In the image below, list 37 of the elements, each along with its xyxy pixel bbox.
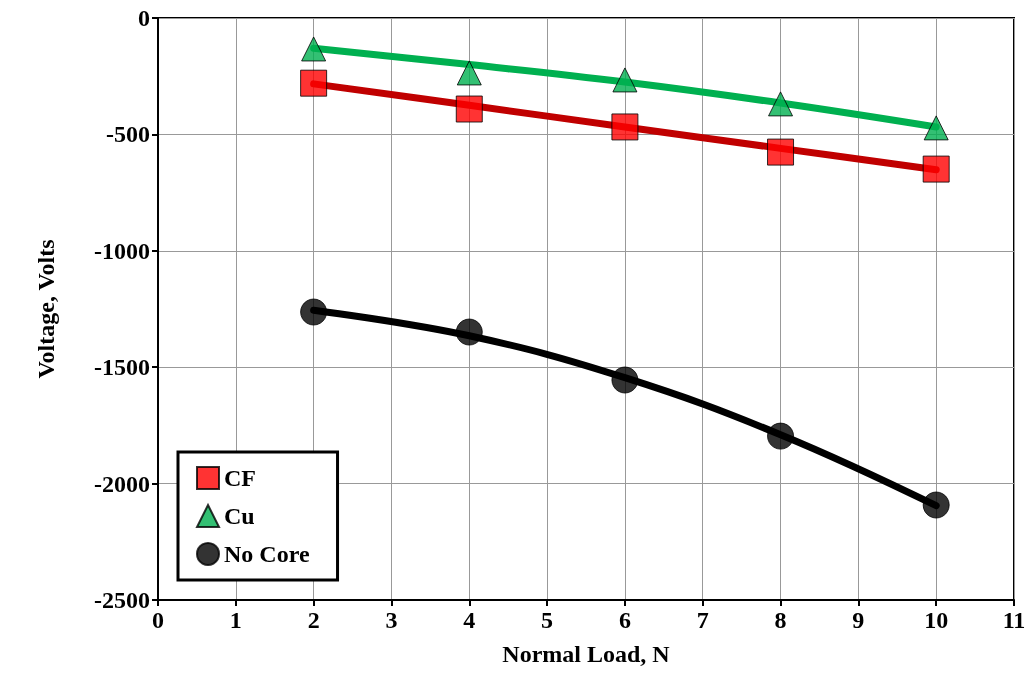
x-tick-label: 4 [463, 607, 476, 633]
point [923, 115, 949, 141]
x-tick-label: 5 [541, 607, 554, 633]
y-tick-label: -500 [106, 121, 150, 148]
legend-label: CF [224, 465, 256, 491]
x-tick-label: 3 [385, 607, 398, 633]
point [611, 366, 639, 394]
x-tick-label: 1 [229, 607, 242, 633]
x-tick-label: 10 [924, 607, 949, 633]
x-tick-label: 9 [852, 607, 865, 633]
y-tick-label: -1500 [94, 354, 150, 381]
point [455, 318, 483, 346]
point [922, 491, 950, 519]
y-tick-label: -1000 [94, 237, 150, 264]
x-axis-title: Normal Load, N [502, 641, 671, 667]
x-tick-label: 8 [774, 607, 787, 633]
point [301, 36, 327, 62]
point [767, 138, 795, 166]
point [612, 67, 638, 93]
x-tick-label: 6 [618, 607, 631, 633]
y-tick-label: -2500 [94, 587, 150, 613]
point [300, 298, 328, 326]
y-axis-title: Voltage, Volts [33, 239, 59, 379]
point [300, 69, 328, 97]
point [768, 91, 794, 117]
x-tick-label: 2 [307, 607, 320, 633]
point [922, 155, 950, 183]
point [611, 113, 639, 141]
legend-label: No Core [224, 541, 310, 567]
y-tick-label: -2000 [94, 470, 150, 497]
x-tick-label: 7 [696, 607, 709, 633]
point [767, 422, 795, 450]
x-tick-label: 11 [1002, 607, 1026, 633]
point [455, 95, 483, 123]
legend-label: Cu [224, 503, 255, 529]
y-tick-label: 0 [138, 5, 150, 31]
point [456, 60, 482, 86]
